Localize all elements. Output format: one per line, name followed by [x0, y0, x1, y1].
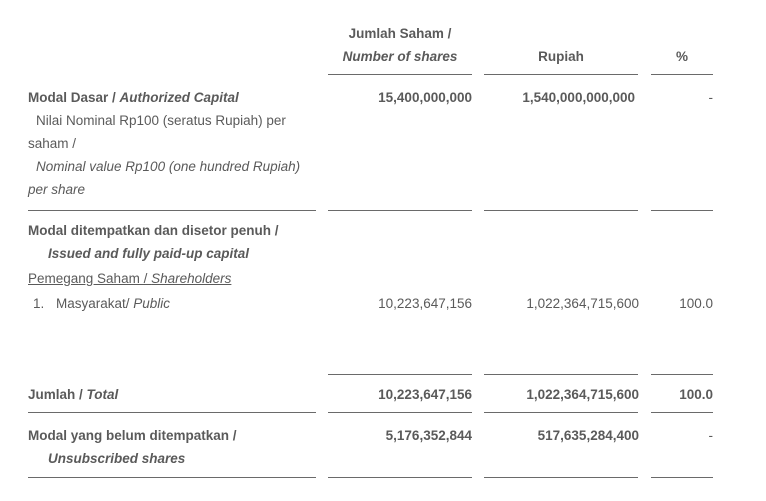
rule-unsubscribed-label [28, 477, 316, 478]
shareholders-heading: Pemegang Saham / Shareholders [28, 271, 231, 286]
authorized-rupiah: 1,540,000,000,000 [522, 90, 635, 105]
unsubscribed-label-id: Modal yang belum ditempatkan / [28, 428, 237, 443]
nominal-line2: saham / [28, 136, 77, 151]
total-label-id: Jumlah / [28, 387, 87, 402]
rule-subtotal-percent [651, 374, 713, 375]
issued-label-id: Modal ditempatkan dan disetor penuh / [28, 223, 279, 238]
total-rupiah: 1,022,364,715,600 [526, 387, 639, 402]
rule-unsubscribed-rupiah [484, 477, 638, 478]
authorized-shares: 15,400,000,000 [378, 90, 472, 105]
rule-total-shares [328, 412, 472, 413]
header-percent: % [675, 49, 688, 64]
public-percent: 100.0 [679, 296, 713, 311]
unsubscribed-rupiah: 517,635,284,400 [537, 428, 639, 443]
total-label-en: Total [86, 387, 119, 402]
shareholders-id: Pemegang Saham / [28, 271, 152, 286]
nominal-line1: Nilai Nominal Rp100 (seratus Rupiah) per [36, 113, 286, 128]
public-rupiah: 1,022,364,715,600 [526, 296, 639, 311]
authorized-label-en: Authorized Capital [119, 90, 239, 105]
public-label-id: Masyarakat/ [56, 296, 134, 311]
header-rupiah: Rupiah [538, 49, 584, 64]
rule-subtotal-rupiah [484, 374, 638, 375]
authorized-percent: - [708, 90, 714, 105]
rule-authorized-rupiah [484, 210, 638, 211]
row-number: 1. [33, 296, 45, 311]
total-label: Jumlah / Total [28, 387, 118, 402]
header-shares-line1: Jumlah Saham / [348, 26, 452, 41]
issued-label-en: Issued and fully paid-up capital [48, 246, 250, 261]
rule-authorized-shares [328, 210, 472, 211]
nominal-line3: Nominal value Rp100 (one hundred Rupiah) [36, 159, 301, 174]
unsubscribed-percent: - [708, 428, 714, 443]
rule-authorized-label [28, 210, 316, 211]
header-rule-percent [651, 74, 713, 75]
authorized-label-id: Modal Dasar / [28, 90, 120, 105]
public-shares: 10,223,647,156 [378, 296, 472, 311]
rule-total-rupiah [484, 412, 638, 413]
public-label-en: Public [133, 296, 171, 311]
header-rule-shares [328, 74, 472, 75]
total-shares: 10,223,647,156 [378, 387, 472, 402]
total-percent: 100.0 [679, 387, 713, 402]
rule-subtotal-shares [328, 374, 472, 375]
public-row-label: Masyarakat/ Public [56, 296, 170, 311]
authorized-label: Modal Dasar / Authorized Capital [28, 90, 239, 105]
rule-authorized-percent [651, 210, 713, 211]
shareholders-en: Shareholders [151, 271, 232, 286]
unsubscribed-shares: 5,176,352,844 [385, 428, 472, 443]
rule-total-label [28, 412, 316, 413]
header-shares-line2: Number of shares [342, 49, 458, 64]
rule-unsubscribed-shares [328, 477, 472, 478]
unsubscribed-label-en: Unsubscribed shares [48, 451, 186, 466]
nominal-line4: per share [28, 182, 86, 197]
rule-total-percent [651, 412, 713, 413]
rule-unsubscribed-percent [651, 477, 713, 478]
header-rule-rupiah [484, 74, 638, 75]
